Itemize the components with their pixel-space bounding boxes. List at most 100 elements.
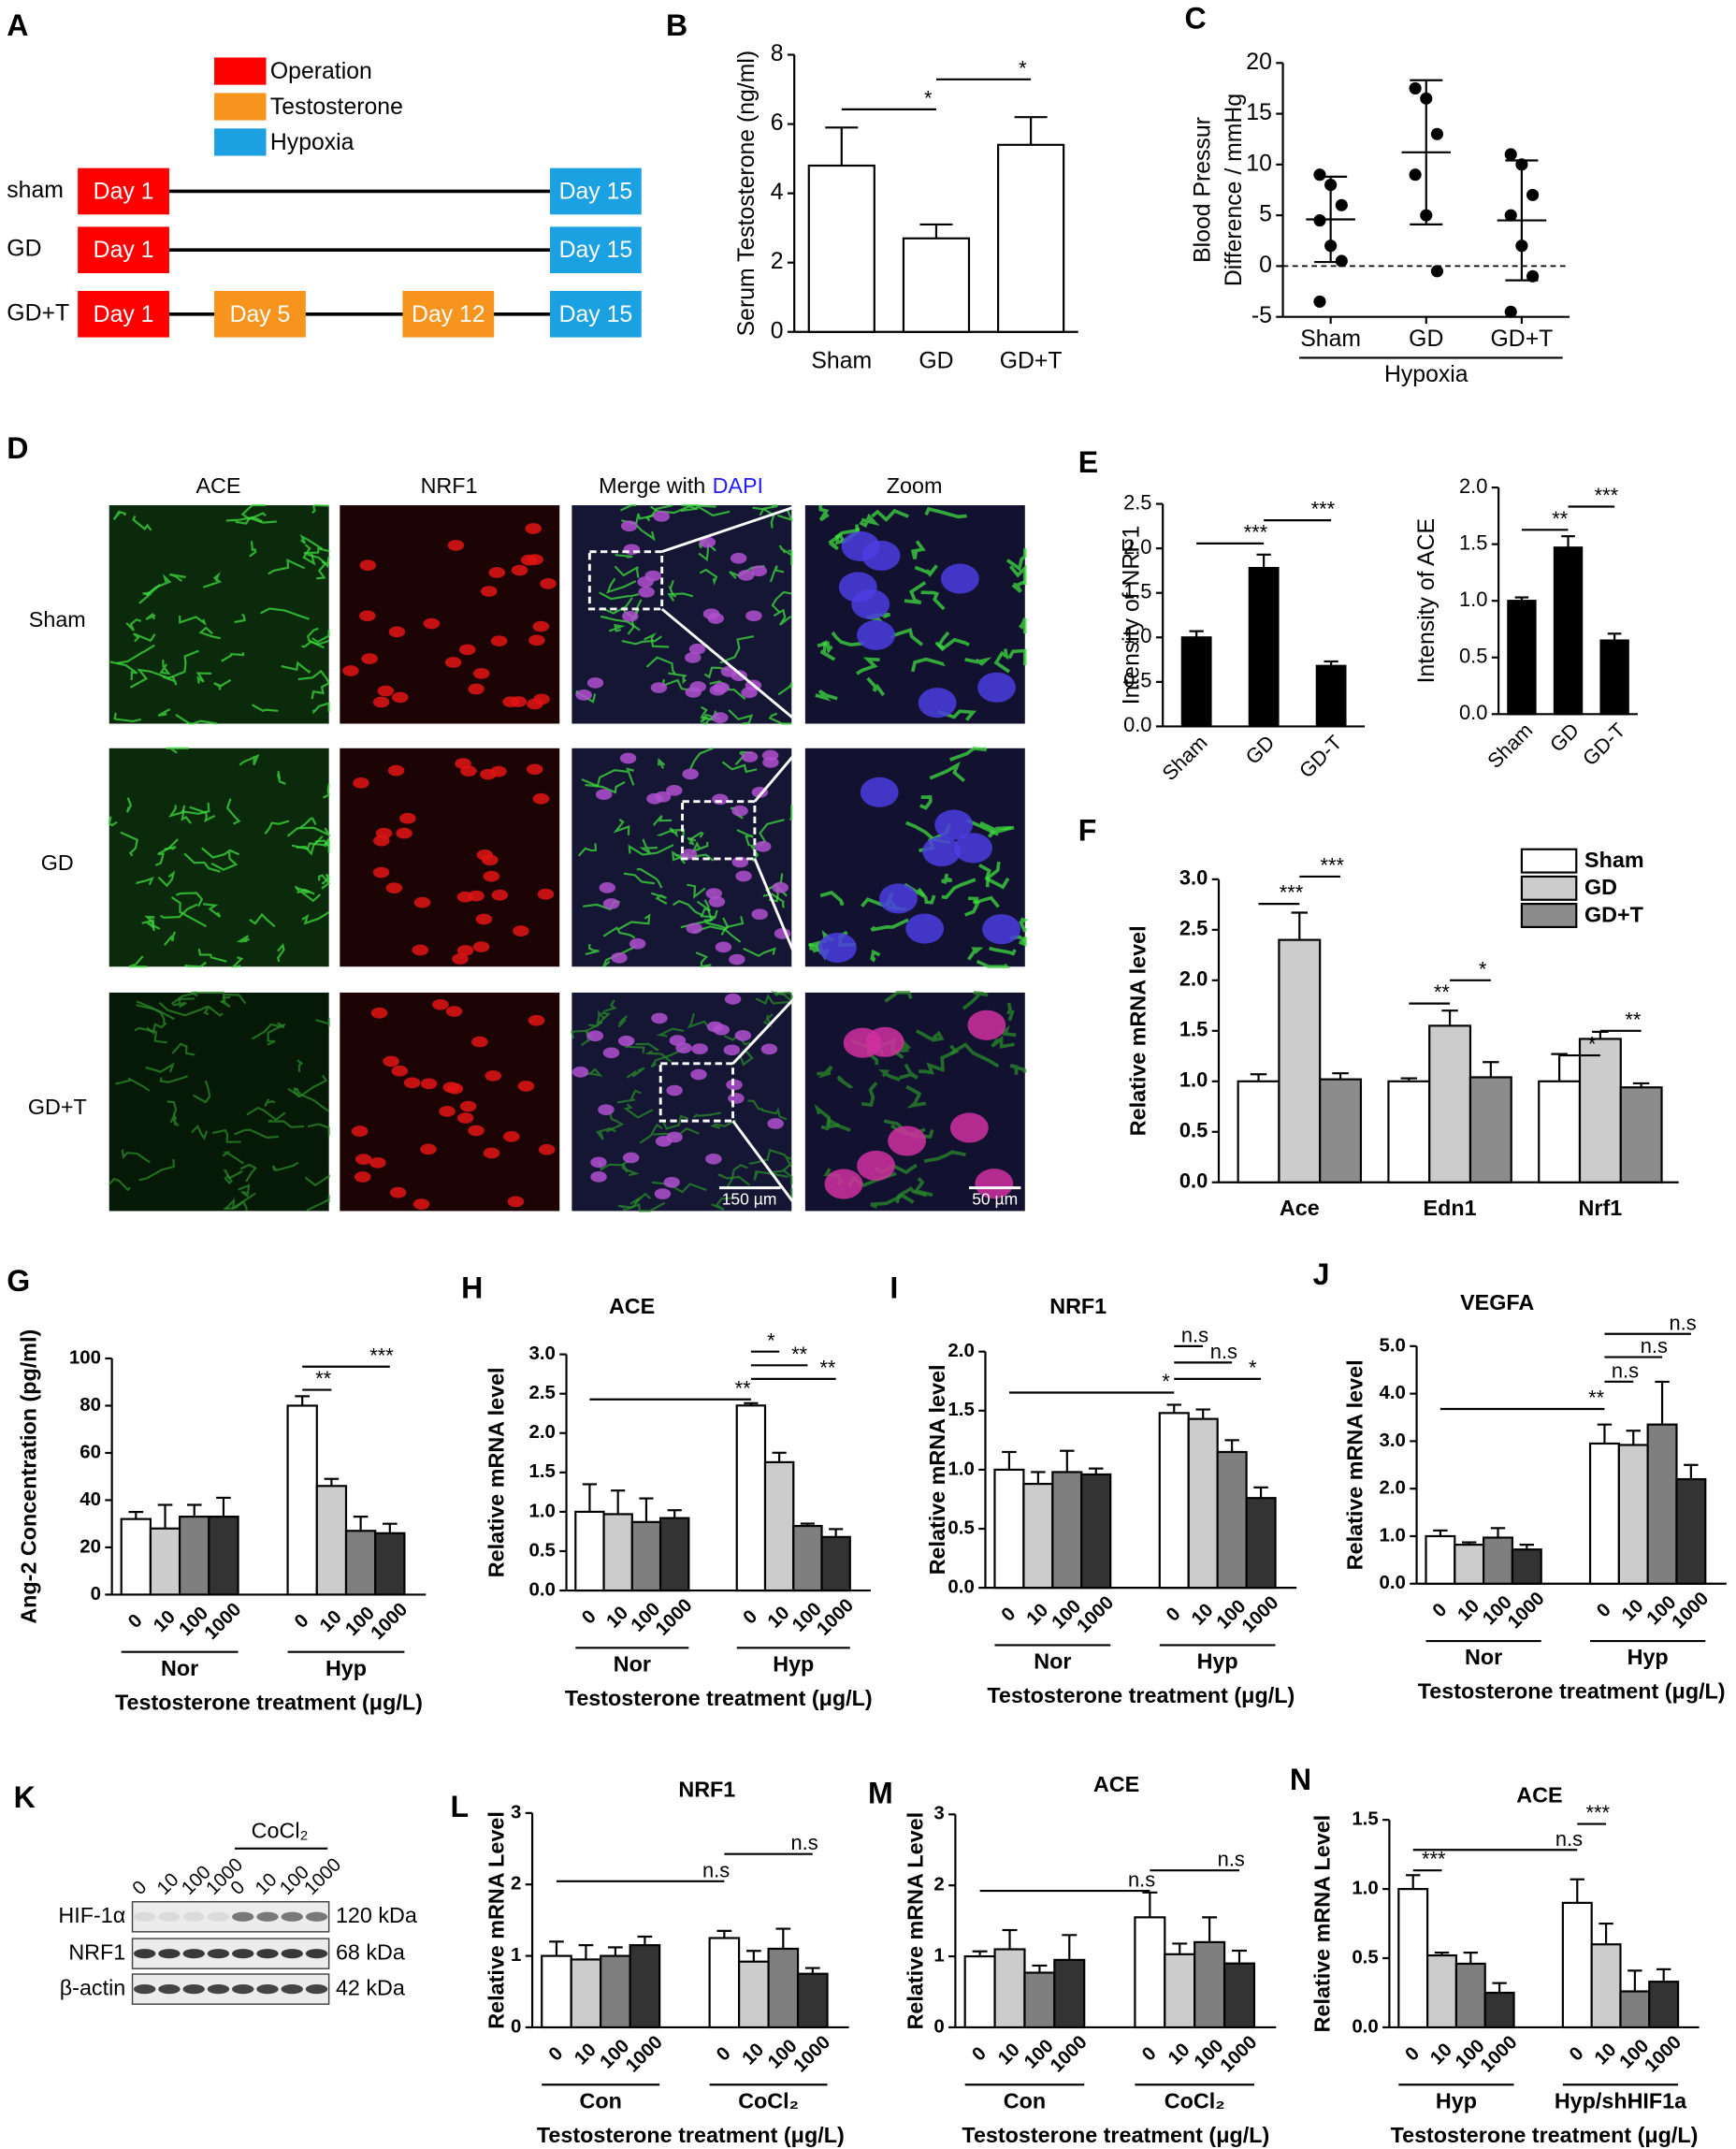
event-box bbox=[550, 290, 642, 338]
image-texture bbox=[136, 1000, 166, 1024]
image-panel bbox=[108, 748, 329, 967]
image-texture bbox=[399, 812, 416, 824]
image-texture bbox=[287, 1075, 328, 1098]
image-texture bbox=[657, 758, 666, 769]
data-point bbox=[1313, 168, 1326, 182]
x-tick-label: GD bbox=[1241, 731, 1280, 769]
size-label: 42 kDa bbox=[336, 1975, 405, 1999]
image-texture bbox=[359, 610, 376, 622]
image-texture bbox=[773, 608, 792, 626]
image-texture bbox=[910, 657, 946, 673]
y-tick-label: 0.5 bbox=[948, 1517, 974, 1538]
image-texture bbox=[179, 616, 207, 626]
significance-label: ** bbox=[1625, 1008, 1642, 1031]
image-texture bbox=[962, 991, 989, 1010]
image-texture bbox=[456, 945, 474, 956]
image-texture bbox=[483, 870, 500, 882]
image-texture bbox=[689, 747, 714, 770]
zoom-line bbox=[731, 991, 802, 1065]
image-texture bbox=[709, 680, 746, 701]
image-texture bbox=[145, 612, 156, 620]
image-texture bbox=[444, 657, 462, 668]
image-texture bbox=[620, 503, 637, 512]
legend-label: Sham bbox=[1584, 848, 1644, 872]
image-texture bbox=[790, 1187, 793, 1198]
image-texture bbox=[666, 1084, 683, 1096]
image-texture bbox=[502, 1131, 520, 1142]
image-texture bbox=[533, 693, 550, 705]
legend-swatch bbox=[1520, 875, 1578, 901]
image-texture bbox=[189, 806, 216, 823]
y-tick-label: 0.5 bbox=[1352, 1947, 1378, 1967]
event-label: Day 15 bbox=[559, 179, 633, 204]
y-tick-label: 1.0 bbox=[1352, 1878, 1378, 1898]
image-texture bbox=[396, 827, 412, 839]
y-axis-label: Serum Testosterone (ng/ml) bbox=[734, 51, 760, 337]
image-texture bbox=[639, 1123, 663, 1144]
group-label: Nor bbox=[1465, 1645, 1502, 1669]
image-texture bbox=[296, 835, 324, 856]
image-texture bbox=[157, 870, 176, 888]
image-texture bbox=[446, 1082, 464, 1095]
blot-band bbox=[305, 1911, 328, 1922]
y-tick-label: 5 bbox=[1259, 202, 1272, 227]
y-tick-label: 1.5 bbox=[1179, 1018, 1208, 1041]
image-texture bbox=[788, 805, 793, 820]
group-label: Nor bbox=[161, 1656, 198, 1680]
image-texture bbox=[116, 644, 155, 664]
legend-swatch bbox=[214, 93, 267, 121]
event-box bbox=[402, 290, 495, 338]
data-point bbox=[1313, 295, 1326, 308]
image-texture bbox=[736, 829, 754, 847]
y-axis-label: Intensity of ACE bbox=[1414, 518, 1439, 683]
image-texture bbox=[392, 691, 409, 704]
bar bbox=[993, 1468, 1025, 1590]
image-texture bbox=[622, 610, 639, 622]
image-texture bbox=[857, 1150, 895, 1181]
x-axis-label: Testosterone treatment (μg/L) bbox=[537, 2123, 845, 2147]
column-header-part: Merge with bbox=[599, 473, 705, 498]
image-texture bbox=[490, 765, 507, 777]
protein-label: NRF1 bbox=[68, 1939, 125, 1964]
blot-band bbox=[232, 1911, 254, 1922]
bar bbox=[1222, 1962, 1256, 2029]
image-texture bbox=[166, 747, 189, 754]
image-texture bbox=[168, 573, 186, 583]
image-texture bbox=[445, 1006, 463, 1017]
image-texture bbox=[923, 1150, 966, 1163]
y-axis-label: Relative mRNA Level bbox=[904, 1812, 928, 2030]
y-tick-label: 2 bbox=[933, 1875, 944, 1895]
image-texture bbox=[412, 1198, 430, 1210]
image-texture bbox=[654, 1188, 672, 1199]
image-texture bbox=[976, 959, 1011, 969]
bar bbox=[1051, 1471, 1083, 1590]
image-texture bbox=[159, 903, 198, 919]
image-texture bbox=[859, 513, 880, 529]
y-tick-label: 2.0 bbox=[1459, 474, 1487, 498]
image-texture bbox=[817, 1065, 833, 1079]
image-texture bbox=[458, 644, 476, 656]
image-texture bbox=[482, 854, 499, 866]
image-panel bbox=[108, 992, 329, 1212]
x-tick-label: 0 bbox=[1429, 1600, 1452, 1622]
image-texture bbox=[164, 838, 179, 850]
image-texture bbox=[239, 753, 260, 766]
chart-title: ACE bbox=[609, 1294, 655, 1318]
row-label: GD+T bbox=[7, 300, 69, 326]
image-texture bbox=[606, 577, 637, 594]
image-texture bbox=[650, 682, 668, 693]
image-texture bbox=[225, 516, 277, 524]
image-texture bbox=[920, 590, 946, 611]
y-tick-label: 2.0 bbox=[948, 1341, 974, 1361]
image-texture bbox=[669, 827, 686, 839]
y-tick-label: 2.0 bbox=[1123, 535, 1151, 559]
bar bbox=[149, 1527, 181, 1596]
image-texture bbox=[452, 953, 469, 965]
image-texture bbox=[966, 947, 984, 961]
significance-label: n.s bbox=[1218, 1848, 1245, 1871]
bar bbox=[1134, 1916, 1166, 2029]
significance-label: n.s bbox=[702, 1858, 730, 1881]
image-texture bbox=[861, 540, 901, 571]
image-texture bbox=[526, 763, 543, 776]
image-texture bbox=[157, 708, 171, 717]
